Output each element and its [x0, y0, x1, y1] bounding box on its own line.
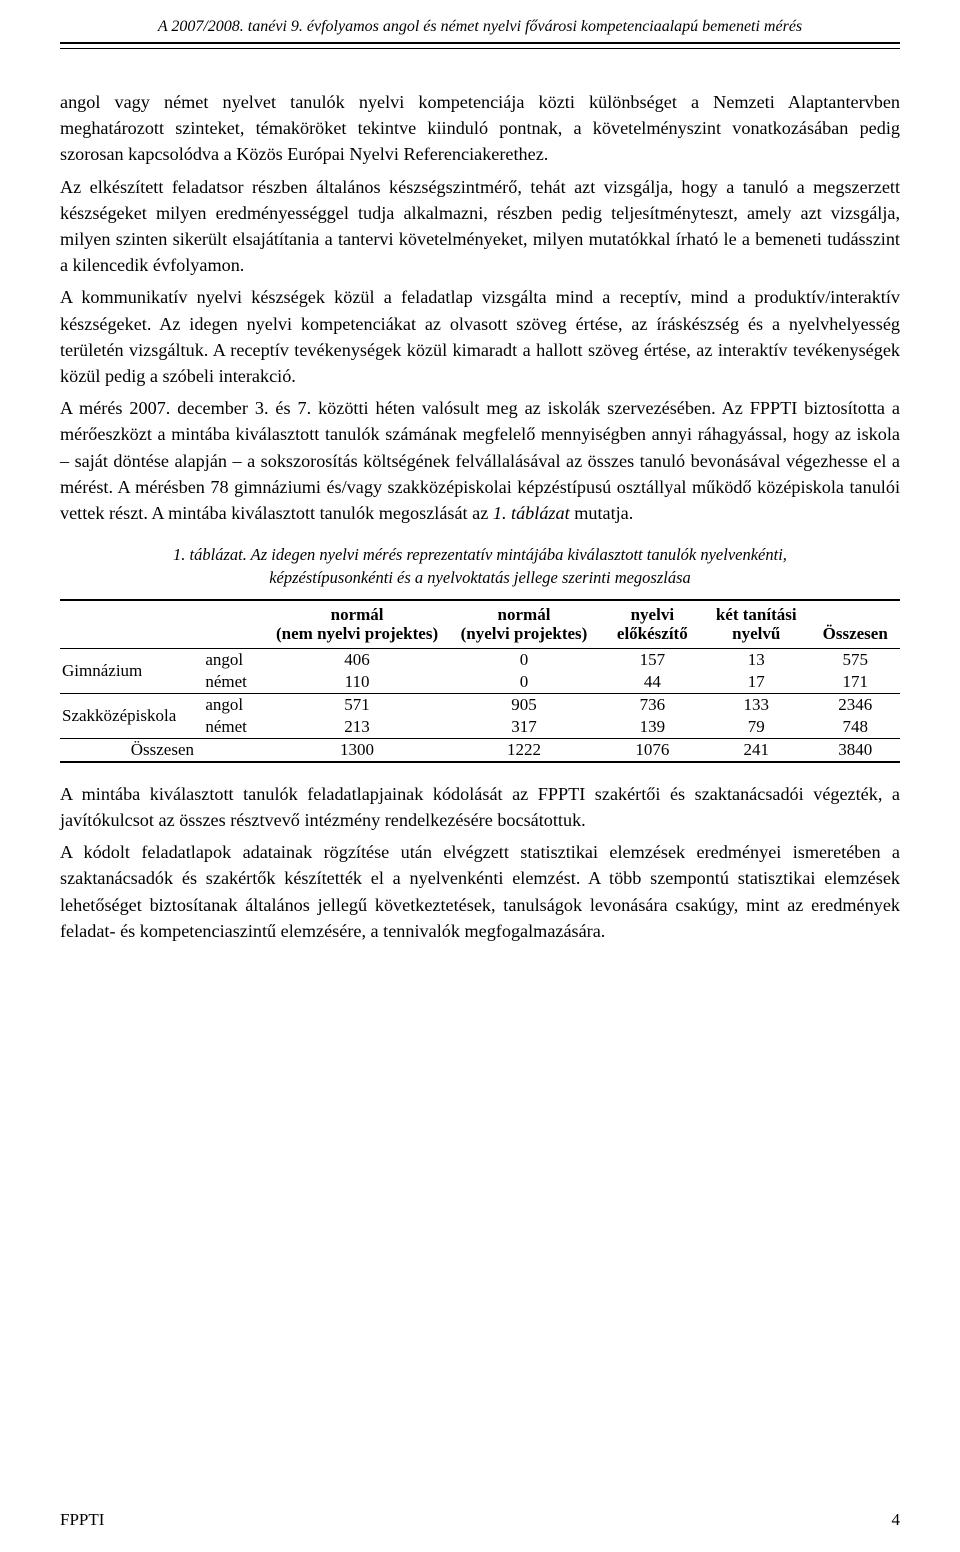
running-header: A 2007/2008. tanévi 9. évfolyamos angol … [60, 18, 900, 36]
lang-de-1: német [199, 671, 268, 694]
gim-en-c2: 0 [445, 648, 602, 671]
table-1-col3-head: nyelvi előkészítő [603, 600, 702, 649]
szk-de-c4: 79 [702, 716, 810, 739]
page-number: 4 [892, 1510, 901, 1530]
gim-de-c5: 171 [810, 671, 900, 694]
paragraph-5: A mintába kiválasztott tanulók feladatla… [60, 781, 900, 833]
header-rule-double [60, 42, 900, 44]
footer-left: FPPTI [60, 1510, 104, 1530]
page: A 2007/2008. tanévi 9. évfolyamos angol … [0, 0, 960, 1552]
gim-en-c5: 575 [810, 648, 900, 671]
szk-en-c4: 133 [702, 693, 810, 716]
paragraph-1: angol vagy német nyelvet tanulók nyelvi … [60, 89, 900, 168]
table-1: normál (nem nyelvi projektes) normál (ny… [60, 599, 900, 763]
gim-en-c1: 406 [269, 648, 446, 671]
table-1-col4-head: két tanítási nyelvű [702, 600, 810, 649]
table-1-blank-head-1 [60, 600, 199, 649]
szk-en-c1: 571 [269, 693, 446, 716]
header-rule-thin [60, 48, 900, 49]
col4-line2: nyelvű [732, 624, 780, 643]
rowgroup-total: Összesen [60, 738, 269, 762]
lang-de-2: német [199, 716, 268, 739]
szk-en-c5: 2346 [810, 693, 900, 716]
col3-line2: előkészítő [617, 624, 688, 643]
total-c5: 3840 [810, 738, 900, 762]
col4-line1: két tanítási [716, 605, 797, 624]
table-1-col1-head: normál (nem nyelvi projektes) [269, 600, 446, 649]
paragraph-4: A mérés 2007. december 3. és 7. közötti … [60, 395, 900, 526]
col3-line1: nyelvi [631, 605, 674, 624]
table-1-caption: 1. táblázat. Az idegen nyelvi mérés repr… [130, 544, 830, 589]
table-row-total: Összesen 1300 1222 1076 241 3840 [60, 738, 900, 762]
paragraph-4b: mutatja. [570, 503, 634, 523]
total-c2: 1222 [445, 738, 602, 762]
col1-line1: normál [331, 605, 384, 624]
paragraph-4a: A mérés 2007. december 3. és 7. közötti … [60, 398, 900, 523]
table-1-wrap: 1. táblázat. Az idegen nyelvi mérés repr… [60, 544, 900, 763]
table-bottom-rule [60, 762, 900, 763]
lang-en-2: angol [199, 693, 268, 716]
szk-de-c2: 317 [445, 716, 602, 739]
gim-de-c1: 110 [269, 671, 446, 694]
szk-de-c3: 139 [603, 716, 702, 739]
gim-en-c3: 157 [603, 648, 702, 671]
col2-line2: (nyelvi projektes) [461, 624, 588, 643]
total-c4: 241 [702, 738, 810, 762]
paragraph-6: A kódolt feladatlapok adatainak rögzítés… [60, 839, 900, 944]
page-footer: FPPTI 4 [60, 1510, 900, 1530]
table-1-col5-head: Összesen [810, 600, 900, 649]
paragraph-2: Az elkészített feladatsor részben általá… [60, 174, 900, 279]
table-row-szk-en: Szakközépiskola angol 571 905 736 133 23… [60, 693, 900, 716]
szk-de-c1: 213 [269, 716, 446, 739]
col2-line1: normál [498, 605, 551, 624]
rowgroup-gimnazium: Gimnázium [60, 648, 199, 693]
rowgroup-szakkozep: Szakközépiskola [60, 693, 199, 738]
paragraph-4-em: 1. táblázat [493, 503, 570, 523]
table-1-col2-head: normál (nyelvi projektes) [445, 600, 602, 649]
table-1-header-row: normál (nem nyelvi projektes) normál (ny… [60, 600, 900, 649]
szk-de-c5: 748 [810, 716, 900, 739]
gim-de-c3: 44 [603, 671, 702, 694]
gim-en-c4: 13 [702, 648, 810, 671]
lang-en-1: angol [199, 648, 268, 671]
table-row-gim-en: Gimnázium angol 406 0 157 13 575 [60, 648, 900, 671]
gim-de-c4: 17 [702, 671, 810, 694]
col1-line2: (nem nyelvi projektes) [276, 624, 438, 643]
table-1-blank-head-2 [199, 600, 268, 649]
szk-en-c2: 905 [445, 693, 602, 716]
szk-en-c3: 736 [603, 693, 702, 716]
total-c3: 1076 [603, 738, 702, 762]
gim-de-c2: 0 [445, 671, 602, 694]
total-c1: 1300 [269, 738, 446, 762]
paragraph-3: A kommunikatív nyelvi készségek közül a … [60, 284, 900, 389]
